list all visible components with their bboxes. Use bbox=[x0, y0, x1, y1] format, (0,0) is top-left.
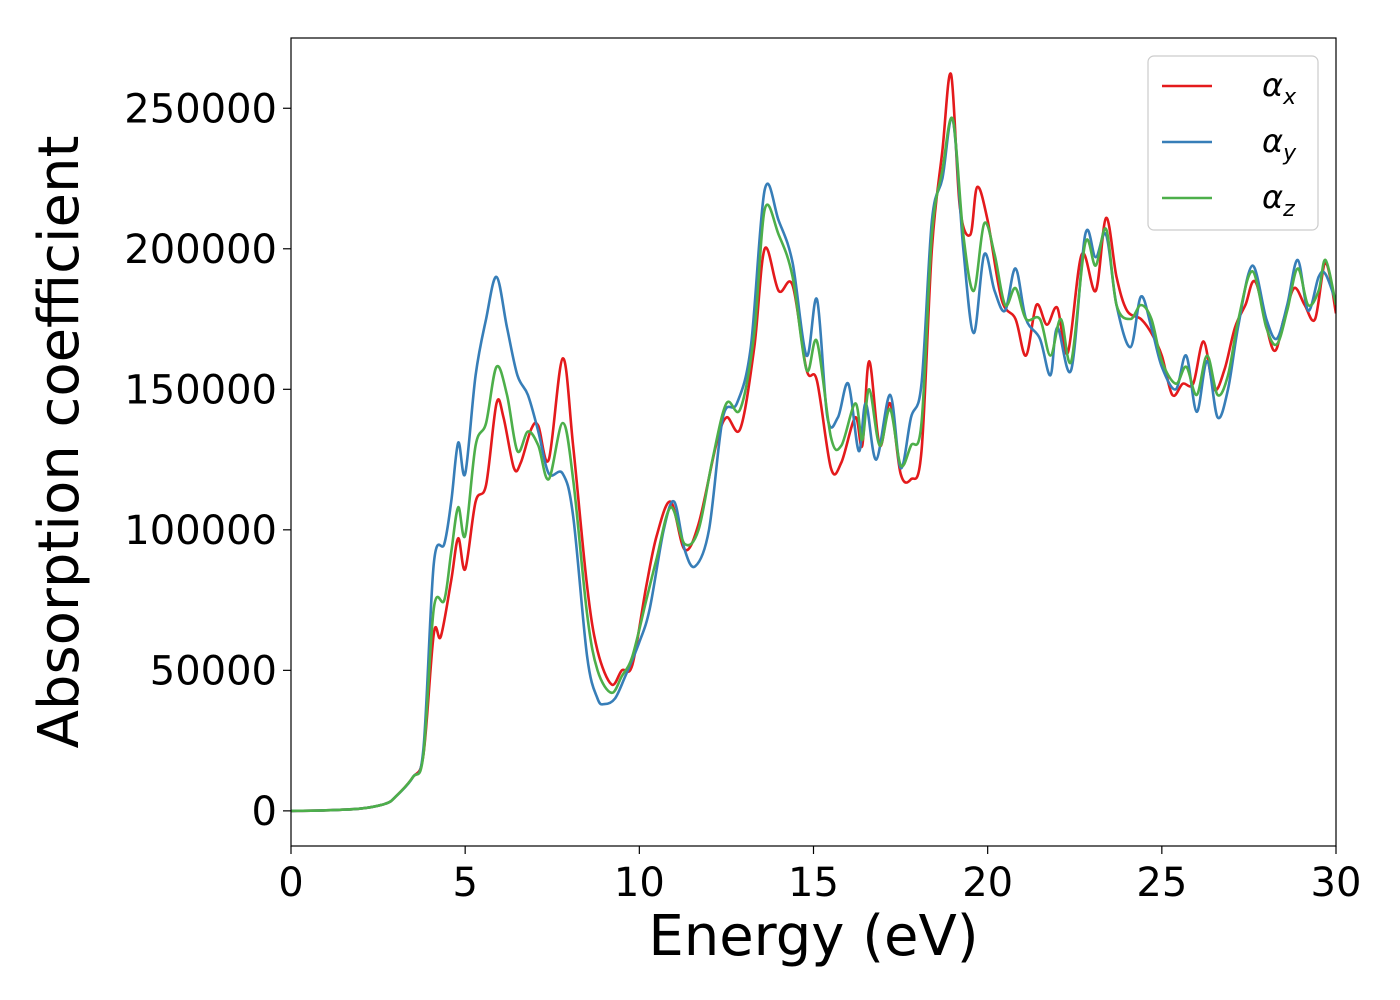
legend-label-alpha-x: αx bbox=[1262, 66, 1297, 110]
y-tick-label: 0 bbox=[252, 789, 277, 835]
x-tick-label: 30 bbox=[1311, 860, 1362, 906]
legend-label-alpha-y: αy bbox=[1262, 122, 1297, 166]
x-tick-label: 20 bbox=[962, 860, 1013, 906]
series-line-alpha-z bbox=[291, 116, 1336, 813]
x-tick-label: 0 bbox=[278, 860, 303, 906]
y-tick-label: 250000 bbox=[124, 86, 277, 132]
y-tick-label: 200000 bbox=[124, 227, 277, 273]
legend: αx αy αz bbox=[1147, 55, 1319, 231]
series-layer bbox=[291, 72, 1336, 813]
y-tick-label: 100000 bbox=[124, 508, 277, 554]
y-axis-label: Absorption coefficient bbox=[27, 136, 92, 749]
series-line-alpha-y bbox=[291, 116, 1336, 813]
legend-box bbox=[1147, 55, 1319, 231]
x-tick-label: 5 bbox=[452, 860, 477, 906]
y-tick-label: 50000 bbox=[150, 648, 277, 694]
ticks-layer: 0 5 10 15 20 25 30 0 50000 100000 150000 200000 2500… bbox=[124, 86, 1361, 906]
x-tick-label: 15 bbox=[788, 860, 839, 906]
x-tick-label: 25 bbox=[1136, 860, 1187, 906]
legend-label-alpha-z: αz bbox=[1262, 178, 1295, 222]
x-tick-label: 10 bbox=[614, 860, 665, 906]
y-tick-label: 150000 bbox=[124, 367, 277, 413]
x-axis-label: Energy (eV) bbox=[648, 904, 978, 969]
